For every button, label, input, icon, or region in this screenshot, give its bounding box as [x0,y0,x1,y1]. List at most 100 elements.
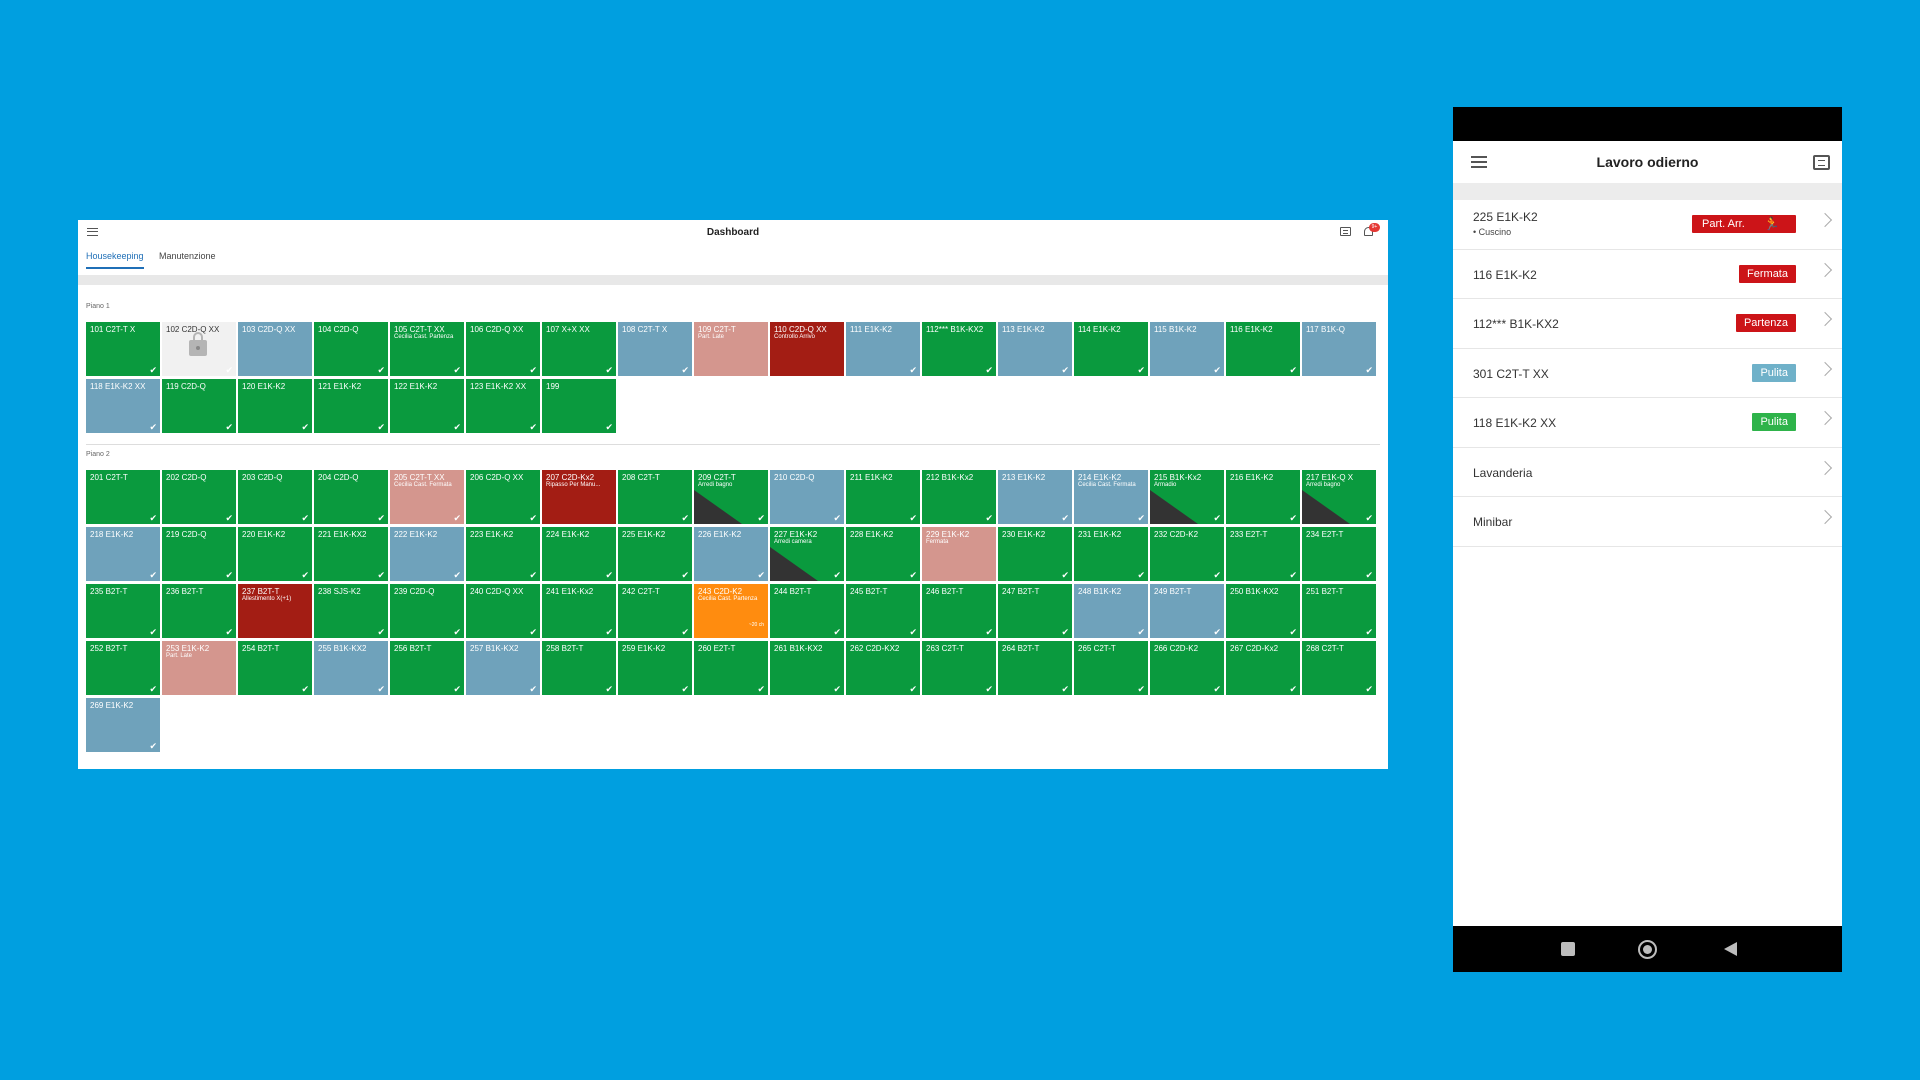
room-tile[interactable]: 219 C2D-Q ✔ [162,527,236,581]
room-tile[interactable]: 237 B2T-T Allestimento X(+1) [238,584,312,638]
room-tile[interactable]: 109 C2T-T Part. Late [694,322,768,376]
back-icon[interactable] [1724,942,1737,956]
room-tile[interactable]: 218 E1K-K2 ✔ [86,527,160,581]
room-tile[interactable]: 201 C2T-T ✔ [86,470,160,524]
room-tile[interactable]: 222 E1K-K2 ✔ [390,527,464,581]
list-item[interactable]: Minibar [1453,497,1842,547]
room-tile[interactable]: 250 B1K-KX2 ✔ [1226,584,1300,638]
room-tile[interactable]: 103 C2D-Q XX [238,322,312,376]
room-tile[interactable]: 199 ✔ [542,379,616,433]
room-tile[interactable]: 101 C2T-T X ✔ [86,322,160,376]
room-tile[interactable]: 249 B2T-T ✔ [1150,584,1224,638]
room-tile[interactable]: 241 E1K-Kx2 ✔ [542,584,616,638]
room-tile[interactable]: 119 C2D-Q ✔ [162,379,236,433]
room-tile[interactable]: 203 C2D-Q ✔ [238,470,312,524]
room-tile[interactable]: 102 C2D-Q XX ✔ [162,322,236,376]
room-tile[interactable]: 261 B1K-KX2 ✔ [770,641,844,695]
room-tile[interactable]: 248 B1K-K2 ✔ [1074,584,1148,638]
room-tile[interactable]: 252 B2T-T ✔ [86,641,160,695]
room-tile[interactable]: 269 E1K-K2 ✔ [86,698,160,752]
room-tile[interactable]: 117 B1K-Q ✔ [1302,322,1376,376]
chat-icon[interactable] [1340,227,1351,236]
room-tile[interactable]: 264 B2T-T ✔ [998,641,1072,695]
room-tile[interactable]: 268 C2T-T ✔ [1302,641,1376,695]
room-tile[interactable]: 227 E1K-K2 Arredi camera ✔ [770,527,844,581]
room-tile[interactable]: 106 C2D-Q XX ✔ [466,322,540,376]
list-item[interactable]: 112*** B1K-KX2 Partenza [1453,299,1842,349]
recent-apps-icon[interactable] [1561,942,1575,956]
list-item[interactable]: 116 E1K-K2 Fermata [1453,250,1842,299]
room-tile[interactable]: 223 E1K-K2 ✔ [466,527,540,581]
room-tile[interactable]: 231 E1K-K2 ✔ [1074,527,1148,581]
room-tile[interactable]: 213 E1K-K2 ✔ [998,470,1072,524]
tab-manutenzione[interactable]: Manutenzione [159,251,216,261]
room-tile[interactable]: 224 E1K-K2 ✔ [542,527,616,581]
room-tile[interactable]: 230 E1K-K2 ✔ [998,527,1072,581]
room-tile[interactable]: 242 C2T-T ✔ [618,584,692,638]
room-tile[interactable]: 256 B2T-T ✔ [390,641,464,695]
room-tile[interactable]: 266 C2D-K2 ✔ [1150,641,1224,695]
room-tile[interactable]: 257 B1K-KX2 ✔ [466,641,540,695]
room-tile[interactable]: 232 C2D-K2 ✔ [1150,527,1224,581]
room-tile[interactable]: 247 B2T-T ✔ [998,584,1072,638]
room-tile[interactable]: 118 E1K-K2 XX ✔ [86,379,160,433]
room-tile[interactable]: 217 E1K-Q X Arredi bagno ✔ [1302,470,1376,524]
room-tile[interactable]: 215 B1K-Kx2 Armadio ✔ [1150,470,1224,524]
room-tile[interactable]: 255 B1K-KX2 ✔ [314,641,388,695]
room-tile[interactable]: 260 E2T-T ✔ [694,641,768,695]
room-tile[interactable]: 107 X+X XX ✔ [542,322,616,376]
room-tile[interactable]: 254 B2T-T ✔ [238,641,312,695]
room-tile[interactable]: 212 B1K-Kx2 ✔ [922,470,996,524]
room-tile[interactable]: 253 E1K-K2 Part. Late [162,641,236,695]
room-tile[interactable]: 234 E2T-T ✔ [1302,527,1376,581]
room-tile[interactable]: 208 C2T-T ✔ [618,470,692,524]
room-tile[interactable]: 114 E1K-K2 ✔ [1074,322,1148,376]
room-tile[interactable]: 238 SJS-K2 ✔ [314,584,388,638]
room-tile[interactable]: 228 E1K-K2 ✔ [846,527,920,581]
room-tile[interactable]: 105 C2T-T XX Cecilia Cast. Partenza ✔ [390,322,464,376]
room-tile[interactable]: 211 E1K-K2 ✔ [846,470,920,524]
room-tile[interactable]: 120 E1K-K2 ✔ [238,379,312,433]
room-tile[interactable]: 210 C2D-Q ✔ [770,470,844,524]
hamburger-menu-icon[interactable] [87,228,98,236]
room-tile[interactable]: 110 C2D-Q XX Controllo Arrivo [770,322,844,376]
room-tile[interactable]: 259 E1K-K2 ✔ [618,641,692,695]
list-item[interactable]: 225 E1K-K2 • Cuscino Part. Arr. 🏃 [1453,200,1842,250]
room-tile[interactable]: 236 B2T-T ✔ [162,584,236,638]
chat-icon[interactable] [1813,155,1830,170]
room-tile[interactable]: 204 C2D-Q ✔ [314,470,388,524]
room-tile[interactable]: 202 C2D-Q ✔ [162,470,236,524]
room-tile[interactable]: 244 B2T-T ✔ [770,584,844,638]
room-tile[interactable]: 240 C2D-Q XX ✔ [466,584,540,638]
room-tile[interactable]: 111 E1K-K2 ✔ [846,322,920,376]
room-tile[interactable]: 263 C2T-T ✔ [922,641,996,695]
room-tile[interactable]: 205 C2T-T XX Cecilia Cast. Fermata ✔ [390,470,464,524]
room-tile[interactable]: 235 B2T-T ✔ [86,584,160,638]
room-tile[interactable]: 221 E1K-KX2 ✔ [314,527,388,581]
list-item[interactable]: Lavanderia [1453,448,1842,497]
hamburger-menu-icon[interactable] [1471,156,1487,168]
list-item[interactable]: 118 E1K-K2 XX Pulita [1453,398,1842,448]
room-tile[interactable]: 251 B2T-T ✔ [1302,584,1376,638]
room-tile[interactable]: 113 E1K-K2 ✔ [998,322,1072,376]
room-tile[interactable]: 116 E1K-K2 ✔ [1226,322,1300,376]
room-tile[interactable]: 262 C2D-KX2 ✔ [846,641,920,695]
room-tile[interactable]: 243 C2D-K2 Cecilia Cast. Partenza ~20 ch [694,584,768,638]
room-tile[interactable]: 122 E1K-K2 ✔ [390,379,464,433]
room-tile[interactable]: 209 C2T-T Arredi bagno ✔ [694,470,768,524]
room-tile[interactable]: 108 C2T-T X ✔ [618,322,692,376]
room-tile[interactable]: 225 E1K-K2 ✔ [618,527,692,581]
room-tile[interactable]: 239 C2D-Q ✔ [390,584,464,638]
room-tile[interactable]: 245 B2T-T ✔ [846,584,920,638]
room-tile[interactable]: 246 B2T-T ✔ [922,584,996,638]
room-tile[interactable]: 229 E1K-K2 Fermata [922,527,996,581]
home-icon[interactable] [1638,940,1657,959]
list-item[interactable]: 301 C2T-T XX Pulita [1453,349,1842,398]
room-tile[interactable]: 207 C2D-Kx2 Ripasso Per Manu... [542,470,616,524]
room-tile[interactable]: 206 C2D-Q XX ✔ [466,470,540,524]
room-tile[interactable]: 258 B2T-T ✔ [542,641,616,695]
tab-housekeeping[interactable]: Housekeeping [86,251,144,269]
room-tile[interactable]: 220 E1K-K2 ✔ [238,527,312,581]
room-tile[interactable]: 265 C2T-T ✔ [1074,641,1148,695]
room-tile[interactable]: 112*** B1K-KX2 ✔ [922,322,996,376]
